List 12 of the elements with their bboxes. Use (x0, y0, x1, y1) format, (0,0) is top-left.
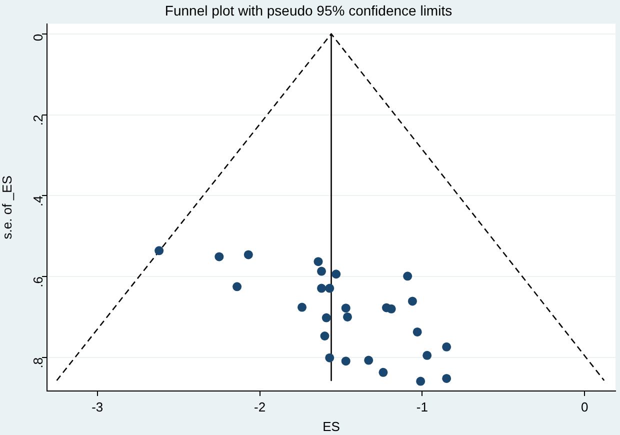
y-tick-label: .8 (30, 357, 46, 368)
x-axis-title: ES (322, 418, 340, 434)
y-axis-title: s.e. of _ES (0, 175, 14, 240)
y-tick-label: .2 (30, 114, 46, 126)
y-tick-label: 0 (30, 34, 46, 42)
y-tick-label: .6 (30, 276, 46, 288)
chart-title: Funnel plot with pseudo 95% confidence limits (164, 2, 452, 18)
y-tick-label: .4 (30, 196, 46, 207)
x-tick-label: -1 (416, 399, 428, 414)
x-tick-label: -3 (92, 399, 104, 414)
x-tick-label: 0 (581, 399, 588, 414)
x-tick-label: -2 (254, 399, 266, 414)
